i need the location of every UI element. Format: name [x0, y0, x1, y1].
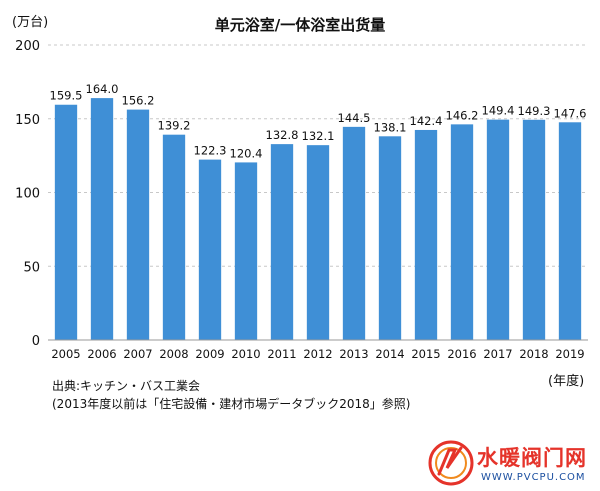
bar-value-label: 132.8: [266, 128, 299, 142]
bar: [198, 159, 222, 340]
data-note: (2013年度以前は「住宅設備・建材市場データブック2018」参照): [52, 397, 411, 411]
watermark-title: 水暖阀门网: [477, 446, 587, 470]
watermark-url: WWW.PVCPU.COM: [481, 472, 586, 483]
y-tick-label: 0: [32, 334, 40, 349]
bars: [54, 98, 582, 340]
bar: [234, 162, 258, 340]
x-tick-label: 2014: [375, 347, 404, 361]
y-tick-label: 100: [15, 187, 40, 202]
bar: [558, 122, 582, 340]
watermark: 水暖阀门网 WWW.PVCPU.COM: [425, 436, 600, 491]
x-tick-label: 2016: [447, 347, 476, 361]
x-tick-label: 2011: [267, 347, 296, 361]
bar: [342, 126, 366, 340]
bar-value-label: 156.2: [122, 94, 155, 108]
y-tick-label: 150: [15, 113, 40, 128]
bar: [414, 129, 438, 340]
x-tick-label: 2009: [195, 347, 224, 361]
x-unit-label: (年度): [548, 373, 584, 389]
y-axis-ticks: 0 50 100 150 200: [15, 39, 40, 349]
bar: [450, 124, 474, 340]
bar: [378, 136, 402, 340]
bar-value-label: 132.1: [302, 129, 335, 143]
bar-value-label: 122.3: [194, 144, 227, 158]
bar-value-label: 144.5: [338, 111, 371, 125]
bar: [90, 98, 114, 340]
bar-value-label: 138.1: [374, 120, 407, 134]
bar-value-label: 147.6: [554, 106, 587, 120]
x-tick-label: 2013: [339, 347, 368, 361]
x-tick-label: 2008: [159, 347, 188, 361]
x-axis-ticks: 2005 2006 2007 2008 2009 2010 2011 2012 2013 2014…: [51, 347, 584, 361]
bar-value-label: 149.3: [518, 104, 551, 118]
bar: [306, 145, 330, 340]
x-tick-label: 2017: [483, 347, 512, 361]
bar-value-label: 159.5: [50, 89, 83, 103]
bar: [486, 119, 510, 340]
source-note: 出典:キッチン・バス工業会: [52, 379, 201, 393]
x-tick-label: 2010: [231, 347, 260, 361]
x-tick-label: 2018: [519, 347, 548, 361]
x-tick-label: 2015: [411, 347, 440, 361]
x-tick-label: 2006: [87, 347, 116, 361]
bar: [270, 144, 294, 340]
bar-value-label: 120.4: [230, 146, 263, 160]
y-tick-label: 50: [23, 260, 40, 275]
bar-value-label: 149.4: [482, 104, 515, 118]
bar-value-label: 142.4: [410, 114, 443, 128]
bar-value-label: 139.2: [158, 119, 191, 133]
watermark-logo-icon: [428, 440, 474, 486]
y-unit-label: (万台): [12, 15, 48, 30]
chart-title: 单元浴室/一体浴室出货量: [215, 16, 385, 34]
bar: [162, 134, 186, 340]
x-tick-label: 2012: [303, 347, 332, 361]
bar-value-label: 146.2: [446, 108, 479, 122]
bar: [522, 119, 546, 340]
bar: [54, 104, 78, 340]
bar: [126, 109, 150, 340]
bar-chart: 单元浴室/一体浴室出货量 (万台) (年度) 0 50 100 150 200 159.…: [12, 15, 588, 389]
x-tick-label: 2007: [123, 347, 152, 361]
x-tick-label: 2005: [51, 347, 80, 361]
y-tick-label: 200: [15, 39, 40, 54]
x-tick-label: 2019: [555, 347, 584, 361]
bar-value-label: 164.0: [86, 82, 119, 96]
